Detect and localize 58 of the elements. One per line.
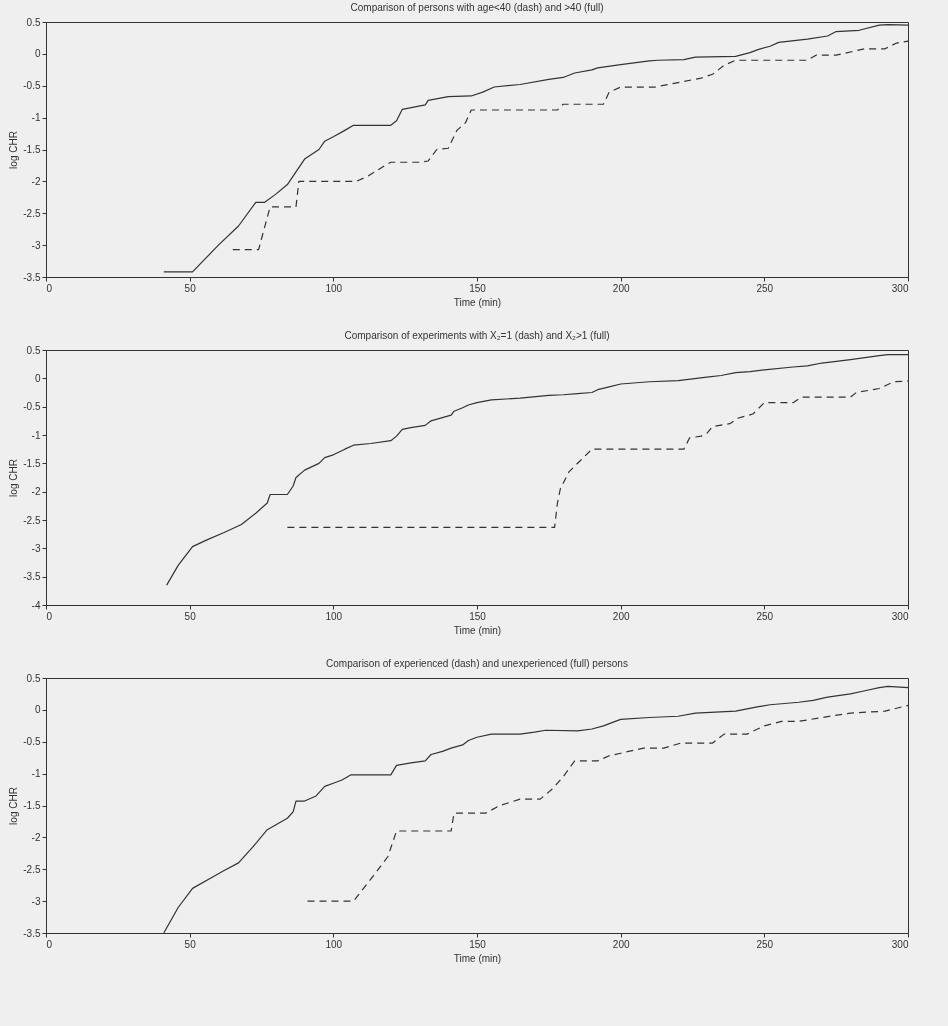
y-tick-label: -2.5 <box>23 207 41 219</box>
x-axis-title: Time (min) <box>453 952 502 964</box>
y-tick-label: 0 <box>34 48 41 60</box>
y-tick-label: -4 <box>31 599 41 611</box>
x-tick-label: 200 <box>612 610 630 622</box>
y-axis-title: log CHR <box>8 131 20 169</box>
y-tick-label: -3.5 <box>23 927 41 939</box>
x-tick-label: 300 <box>891 282 909 294</box>
x-tick-label: 250 <box>756 938 774 950</box>
y-tick-label: -2.5 <box>23 863 41 875</box>
x-axis-title: Time (min) <box>453 624 502 636</box>
y-tick-label: -2 <box>31 175 41 187</box>
x-tick-label: 100 <box>325 282 343 294</box>
chart-title: Comparison of experiments with X₂=1 (dash) and X₂>1 (full) <box>344 330 610 341</box>
x-tick-label: 150 <box>469 938 487 950</box>
y-tick-label: -2 <box>31 486 41 498</box>
y-tick-label: -0.5 <box>23 80 41 92</box>
x-tick-label: 100 <box>325 610 343 622</box>
y-tick-label: 0 <box>34 372 41 384</box>
y-tick-label: -3 <box>31 542 41 554</box>
y-tick-label: 0.5 <box>26 16 41 28</box>
y-tick-label: -1.5 <box>23 800 41 811</box>
x-tick-label: 250 <box>756 610 774 622</box>
x-tick-label: 0 <box>46 610 53 622</box>
y-tick-label: -3 <box>31 239 41 251</box>
x-axis-title: Time (min) <box>453 296 502 308</box>
y-tick-label: -1 <box>31 112 41 124</box>
y-tick-label: -1 <box>31 429 41 441</box>
y-axis-title: log CHR <box>8 787 20 825</box>
x-tick-label: 300 <box>891 938 909 950</box>
x-tick-label: 100 <box>325 938 343 950</box>
x-tick-label: 200 <box>612 282 630 294</box>
y-tick-label: 0.5 <box>26 344 41 356</box>
y-tick-label: -2 <box>31 831 41 843</box>
y-tick-label: -1.5 <box>23 457 41 469</box>
chart-title: Comparison of persons with age<40 (dash) and >40 (full) <box>350 2 604 13</box>
y-tick-label: 0 <box>34 704 41 716</box>
y-tick-label: -0.5 <box>23 401 41 413</box>
x-tick-label: 50 <box>184 282 197 294</box>
y-tick-label: -0.5 <box>23 736 41 748</box>
x-tick-label: 0 <box>46 282 53 294</box>
y-tick-label: -1.5 <box>23 144 41 155</box>
x-tick-label: 250 <box>756 282 774 294</box>
y-tick-label: 0.5 <box>26 672 41 684</box>
x-tick-label: 0 <box>46 938 53 950</box>
x-tick-label: 150 <box>469 610 487 622</box>
x-tick-label: 200 <box>612 938 630 950</box>
chart-title: Comparison of experienced (dash) and unexperienced (full) persons <box>326 658 628 669</box>
y-axis-title: log CHR <box>8 459 20 497</box>
x-tick-label: 300 <box>891 610 909 622</box>
x-tick-label: 150 <box>469 282 487 294</box>
y-tick-label: -3.5 <box>23 571 41 583</box>
y-tick-label: -2.5 <box>23 514 41 526</box>
y-tick-label: -1 <box>31 768 41 780</box>
x-tick-label: 50 <box>184 938 197 950</box>
y-tick-label: -3 <box>31 895 41 907</box>
y-tick-label: -3.5 <box>23 271 41 283</box>
x-tick-label: 50 <box>184 610 197 622</box>
